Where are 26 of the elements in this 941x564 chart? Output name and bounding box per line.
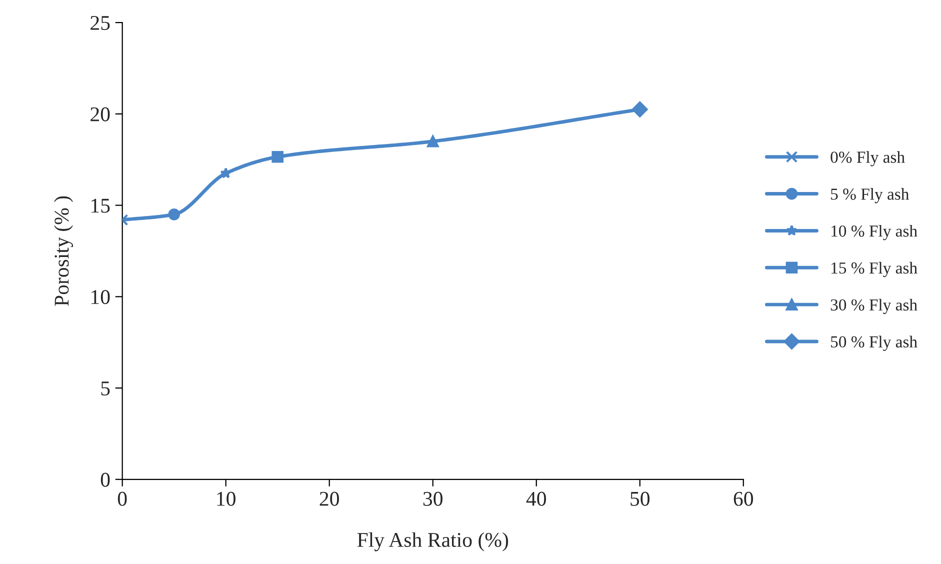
x-tick-label: 40 (526, 492, 546, 506)
y-tick-label: 10 (92, 290, 110, 304)
legend-label: 15 % Fly ash (832, 262, 918, 278)
x-tick-label: 20 (320, 492, 339, 506)
x-tick-label: 0 (118, 492, 127, 506)
x-tick-label: 60 (734, 492, 754, 506)
point (632, 101, 648, 118)
y-tick-label: 0 (100, 472, 110, 487)
x-tick-label: 50 (630, 492, 650, 506)
y-axis-title: Porosity (% ) (54, 196, 74, 306)
y-tick-label: 20 (90, 107, 110, 122)
legend-label: 30 % Fly ash (830, 298, 918, 314)
x-tick-label: 10 (217, 492, 236, 506)
legend-label: 50 % Fly ash (831, 336, 918, 351)
y-tick-label: 15 (92, 198, 110, 213)
legend-label: 5 % Fly ash (831, 188, 910, 204)
point (426, 135, 439, 148)
legend-label: 10 % Fly ash (832, 224, 918, 240)
point (168, 208, 180, 220)
x-axis-title: Fly Ash Ratio (%) (357, 532, 508, 552)
point (220, 167, 232, 178)
x-tick-label: 30 (423, 492, 442, 506)
y-tick-label: 25 (90, 16, 110, 30)
legend-label: 0% Fly ash (830, 151, 905, 166)
point (272, 150, 284, 163)
y-tick-label: 5 (101, 382, 110, 396)
